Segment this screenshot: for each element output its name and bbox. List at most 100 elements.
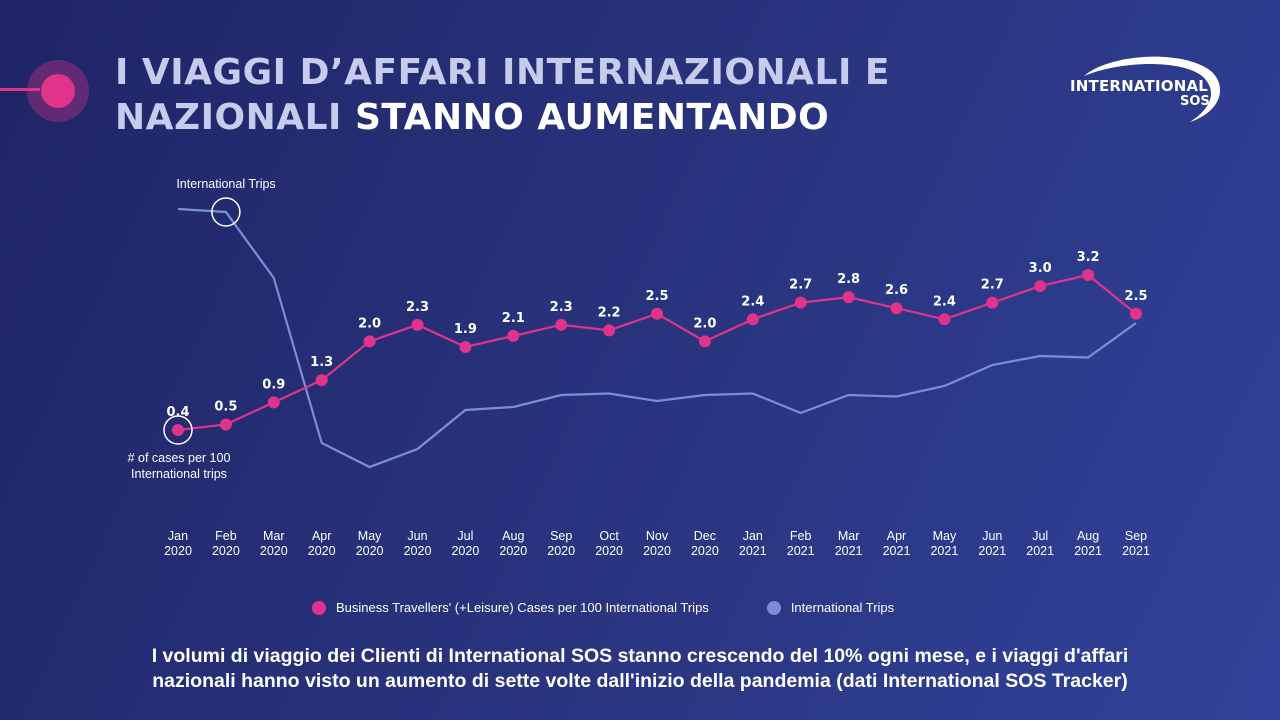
x-tick-month: Feb — [215, 529, 237, 543]
cases-point — [411, 318, 424, 331]
title-part1: I VIAGGI D’AFFARI INTERNAZIONALI E NAZIO… — [115, 52, 890, 138]
x-tick-year: 2020 — [451, 544, 479, 558]
footer-caption: I volumi di viaggio dei Clienti di Inter… — [0, 644, 1280, 694]
data-label: 2.7 — [981, 278, 1004, 293]
logo-line2: SOS — [1180, 94, 1210, 109]
x-tick-year: 2021 — [787, 544, 815, 558]
line-chart: 0.4 0.5 0.9 1.3 2.0 2.3 1.9 2.1 2.3 2.2 2.5 2.0 2.4 2… — [128, 177, 1150, 558]
x-tick-month: Sep — [1125, 529, 1147, 543]
data-label: 2.3 — [406, 300, 429, 315]
x-tick-month: Jan — [743, 529, 763, 543]
footer-line2: nazionali hanno visto un aumento di sett… — [152, 670, 1128, 692]
data-label: 1.3 — [310, 355, 333, 370]
data-label: 2.8 — [837, 272, 860, 287]
x-tick-month: May — [933, 529, 957, 543]
trips-highlight-circle — [211, 197, 241, 227]
cases-point — [172, 424, 184, 436]
cases-point — [842, 291, 855, 304]
x-tick-year: 2020 — [643, 544, 671, 558]
data-label: 1.9 — [454, 322, 477, 337]
x-tick-month: Jul — [457, 529, 473, 543]
cases-point — [267, 396, 280, 409]
x-tick-month: Sep — [550, 529, 572, 543]
x-axis-labels: Jan2020Feb2020Mar2020Apr2020May2020Jun20… — [164, 529, 1150, 558]
cases-point — [507, 329, 520, 342]
x-tick-year: 2020 — [260, 544, 288, 558]
cases-point — [794, 296, 807, 309]
x-tick-month: Oct — [599, 529, 619, 543]
data-label: 2.5 — [1124, 289, 1147, 304]
cases-point — [890, 302, 903, 315]
cases-point — [746, 313, 759, 326]
data-label: 0.9 — [262, 377, 285, 392]
data-label: 2.7 — [789, 278, 812, 293]
title-part2: STANNO AUMENTANDO — [354, 97, 830, 138]
x-tick-year: 2020 — [691, 544, 719, 558]
data-label: 2.3 — [550, 300, 573, 315]
cases-point — [1130, 307, 1142, 320]
x-tick-year: 2021 — [1026, 544, 1054, 558]
cases-series — [172, 269, 1142, 436]
cases-point — [315, 374, 328, 387]
x-tick-year: 2020 — [164, 544, 192, 558]
x-tick-year: 2020 — [547, 544, 575, 558]
x-tick-month: Aug — [1077, 529, 1099, 543]
x-tick-year: 2020 — [595, 544, 623, 558]
x-tick-year: 2021 — [930, 544, 958, 558]
legend-item-cases: Business Travellers' (+Leisure) Cases pe… — [312, 600, 709, 615]
legend-label-trips: International Trips — [790, 600, 895, 615]
x-tick-month: Aug — [502, 529, 524, 543]
data-label: 3.2 — [1077, 250, 1100, 265]
annotation-international-trips: International Trips — [176, 177, 275, 191]
cases-point — [986, 296, 999, 309]
page-title: I VIAGGI D’AFFARI INTERNAZIONALI E NAZIO… — [115, 50, 995, 140]
data-label: 2.4 — [933, 294, 956, 309]
x-tick-year: 2021 — [883, 544, 911, 558]
x-tick-month: Dec — [694, 529, 716, 543]
x-tick-month: Jun — [982, 529, 1002, 543]
cases-point — [1034, 280, 1047, 293]
cases-point — [698, 335, 711, 348]
x-tick-month: May — [358, 529, 382, 543]
accent-dot — [41, 74, 75, 108]
x-tick-month: Feb — [790, 529, 812, 543]
chart-legend: Business Travellers' (+Leisure) Cases pe… — [312, 600, 952, 615]
cases-point — [363, 335, 376, 348]
cases-point — [555, 318, 568, 331]
data-labels: 0.4 0.5 0.9 1.3 2.0 2.3 1.9 2.1 2.3 2.2 2.5 2.0 2.4 2… — [166, 250, 1147, 420]
data-label: 2.6 — [885, 283, 908, 298]
x-tick-year: 2021 — [1122, 544, 1150, 558]
x-tick-month: Jul — [1032, 529, 1048, 543]
legend-item-trips: International Trips — [766, 600, 895, 615]
x-tick-year: 2021 — [739, 544, 767, 558]
data-label: 0.5 — [214, 399, 237, 414]
cases-point — [219, 418, 232, 431]
logo-line1: INTERNATIONAL — [1070, 77, 1209, 95]
international-sos-logo: INTERNATIONAL SOS — [1062, 50, 1222, 130]
x-tick-year: 2021 — [1074, 544, 1102, 558]
data-label: 2.5 — [645, 289, 668, 304]
x-tick-year: 2020 — [356, 544, 384, 558]
data-label: 2.1 — [502, 311, 525, 326]
cases-point — [938, 313, 951, 326]
x-tick-month: Mar — [838, 529, 860, 543]
international-trips-series — [177, 207, 1137, 469]
x-tick-month: Jan — [168, 529, 188, 543]
cases-highlight-circle — [163, 415, 193, 445]
accent-line — [0, 88, 40, 91]
legend-swatch-cases — [312, 600, 326, 615]
x-tick-year: 2020 — [212, 544, 240, 558]
x-tick-month: Apr — [887, 529, 906, 543]
x-tick-year: 2021 — [835, 544, 863, 558]
data-label: 2.2 — [598, 305, 621, 320]
x-tick-month: Mar — [263, 529, 285, 543]
x-tick-year: 2020 — [499, 544, 527, 558]
x-tick-month: Jun — [407, 529, 427, 543]
x-tick-month: Nov — [646, 529, 669, 543]
international-trips-line — [177, 207, 1137, 469]
cases-point — [459, 340, 472, 353]
x-tick-month: Apr — [312, 529, 331, 543]
cases-point — [1082, 269, 1095, 281]
legend-label-cases: Business Travellers' (+Leisure) Cases pe… — [336, 600, 709, 615]
footer-line1: I volumi di viaggio dei Clienti di Inter… — [151, 645, 1129, 667]
